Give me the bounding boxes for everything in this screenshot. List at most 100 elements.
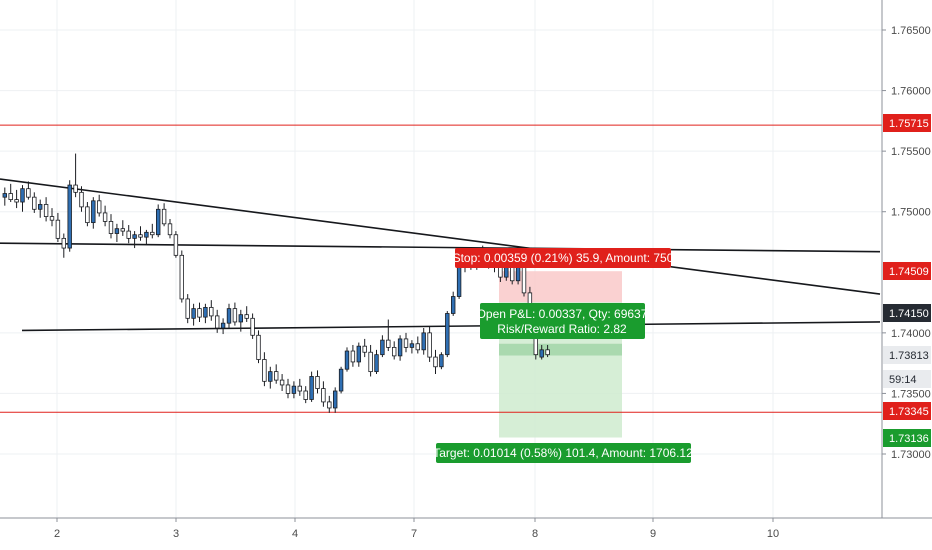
candle-body — [386, 339, 391, 348]
price-tick-label: 1.73000 — [891, 449, 931, 461]
candle-body — [209, 307, 214, 317]
pnl-zone — [499, 343, 622, 356]
candle-body — [49, 216, 55, 221]
ratio-label: Risk/Reward Ratio: 2.82 — [497, 322, 627, 336]
price-tick-label: 1.75000 — [891, 207, 931, 219]
time-tick-label: 3 — [173, 528, 179, 540]
candle-body — [374, 354, 379, 373]
price-tag-box — [883, 114, 931, 132]
candle-body — [191, 308, 196, 319]
candle-body — [291, 385, 297, 394]
price-tag-label: 1.73136 — [889, 433, 929, 445]
candle-body — [439, 354, 444, 368]
candle-body — [161, 208, 167, 225]
candle-body — [138, 234, 143, 238]
price-tag-label: 1.75715 — [889, 118, 929, 130]
price-tag-box — [883, 402, 931, 420]
time-axis[interactable]: 2 3 4 7 8 9 10 — [0, 517, 932, 550]
candle-body — [391, 346, 397, 357]
pnl-label-box — [480, 303, 645, 339]
candle-body — [327, 401, 332, 409]
chart-grid — [0, 0, 882, 518]
candle-body — [285, 384, 291, 394]
candle-body — [297, 385, 302, 392]
candle-body — [321, 388, 326, 403]
candle-body — [97, 200, 102, 214]
candle-body — [220, 322, 226, 329]
candle-body — [8, 193, 13, 201]
candle-body — [173, 234, 179, 256]
candle-body — [91, 200, 96, 224]
candle-body — [2, 193, 7, 198]
candle-body — [32, 196, 37, 210]
candle-body — [185, 298, 190, 319]
price-axis[interactable]: 1.76500 1.76000 1.75500 1.75000 1.74000 1.735… — [881, 0, 932, 550]
candle-body — [356, 345, 361, 363]
time-tick-label: 4 — [292, 528, 298, 540]
time-tick-label: 9 — [650, 528, 656, 540]
price-tick-label: 1.76500 — [891, 25, 931, 37]
stop-label: Stop: 0.00359 (0.21%) 35.9, Amount: 750 — [453, 251, 674, 265]
candle-body — [380, 339, 385, 356]
candle-body — [67, 184, 72, 249]
candle-body — [397, 338, 403, 357]
candle-body — [214, 315, 220, 329]
candle-body — [368, 351, 373, 373]
time-axis-bg — [0, 518, 932, 550]
candle-body — [250, 317, 255, 336]
trendline — [0, 178, 881, 295]
candle-body — [445, 313, 450, 356]
stop-label-box — [455, 248, 671, 268]
target-label-box — [436, 443, 691, 463]
candle-body — [244, 314, 249, 319]
candle-body — [415, 343, 420, 351]
price-tag-box — [883, 346, 931, 364]
candle-body — [55, 219, 61, 239]
candle-body — [203, 307, 208, 318]
time-tick-label: 10 — [767, 528, 779, 540]
candle-body — [232, 308, 238, 323]
candle-body — [238, 314, 243, 323]
price-tag-box — [883, 370, 931, 388]
candle-body — [427, 332, 432, 358]
candle-body — [521, 265, 527, 294]
candle-body — [226, 308, 232, 324]
price-tag-label: 1.73345 — [889, 406, 929, 418]
candle-body — [38, 204, 43, 210]
candle-body — [539, 349, 544, 358]
candle-body — [403, 338, 409, 348]
candle-body — [498, 267, 503, 278]
price-tag-label: 1.74509 — [889, 266, 929, 278]
candle-body — [144, 231, 149, 238]
candle-body — [73, 184, 78, 193]
trendline — [0, 242, 881, 253]
position-labels: Stop: 0.00359 (0.21%) 35.9, Amount: 750 O… — [433, 248, 693, 463]
candle-body — [421, 332, 426, 351]
price-tag-box — [883, 262, 931, 280]
candle-body — [450, 296, 456, 314]
price-tick-label: 1.76000 — [891, 86, 931, 98]
candle-body — [515, 265, 521, 282]
price-tag-label: 1.74150 — [889, 308, 929, 320]
candle-body — [256, 334, 261, 360]
candle-body — [14, 199, 19, 203]
candle-body — [43, 204, 49, 217]
time-tick-label: 7 — [411, 528, 417, 540]
candle-body — [273, 371, 279, 381]
candle-body — [120, 228, 125, 232]
candle-body — [20, 188, 25, 203]
candle-body — [85, 206, 90, 224]
candle-body — [433, 356, 438, 368]
time-tick-label: 8 — [532, 528, 538, 540]
candle-body — [79, 191, 84, 208]
price-tag-label: 1.73813 — [889, 350, 929, 362]
price-tick-label: 1.74000 — [891, 328, 931, 340]
candle-body — [545, 349, 550, 356]
time-tick-label: 2 — [54, 528, 60, 540]
pnl-label: Open P&L: 0.00337, Qty: 69637 — [477, 307, 648, 321]
candle-body — [332, 390, 338, 409]
drawing-lines[interactable] — [0, 124, 882, 413]
candle-body — [132, 234, 137, 239]
candle-body — [114, 228, 120, 234]
